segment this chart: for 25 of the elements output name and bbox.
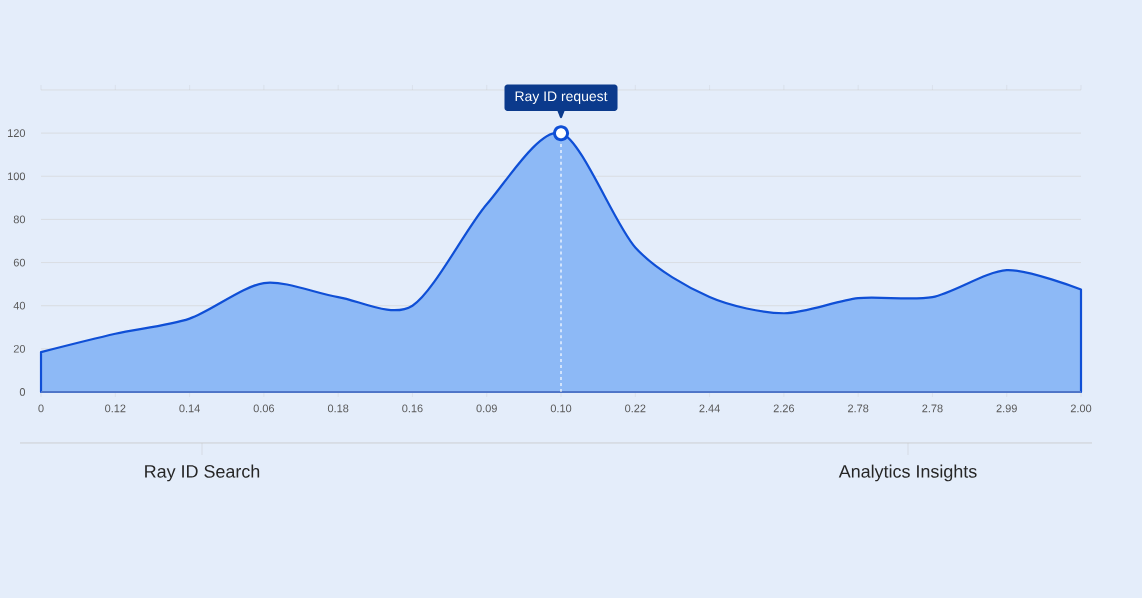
x-tick-label: 2.78: [922, 404, 943, 413]
y-tick-label: 120: [8, 129, 26, 138]
y-tick-label: 20: [13, 344, 26, 353]
y-tick-label: 100: [8, 172, 26, 181]
text: Ray ID Search: [145, 464, 260, 482]
x-tick-label: 2.78: [848, 404, 869, 413]
x-tick-label: 0.06: [253, 404, 275, 413]
x-tick-label: 2.00: [1070, 404, 1092, 413]
x-tick-label: 2.26: [773, 404, 795, 413]
x-tick-label: 0.16: [402, 404, 423, 413]
y-tick-label: 80: [13, 215, 26, 224]
x-tick-label: 0.22: [625, 404, 646, 413]
annotation: Ray ID request: [515, 91, 608, 104]
y-tick-label: 40: [13, 301, 26, 310]
x-tick-label: 0.12: [105, 404, 126, 413]
y-tick-label: 60: [13, 258, 26, 267]
x-tick-label: 0: [38, 404, 44, 413]
text: Analytics Insights: [838, 464, 977, 482]
x-tick-label: 0.09: [476, 404, 497, 413]
x-tick-label: 0.10: [550, 404, 572, 413]
x-tick-label: 2.99: [996, 404, 1017, 413]
y-tick-label: 0: [19, 388, 26, 396]
x-tick-label: 2.44: [699, 404, 720, 413]
x-tick-label: 0.14: [179, 404, 200, 413]
x-tick-label: 0.18: [327, 404, 349, 413]
